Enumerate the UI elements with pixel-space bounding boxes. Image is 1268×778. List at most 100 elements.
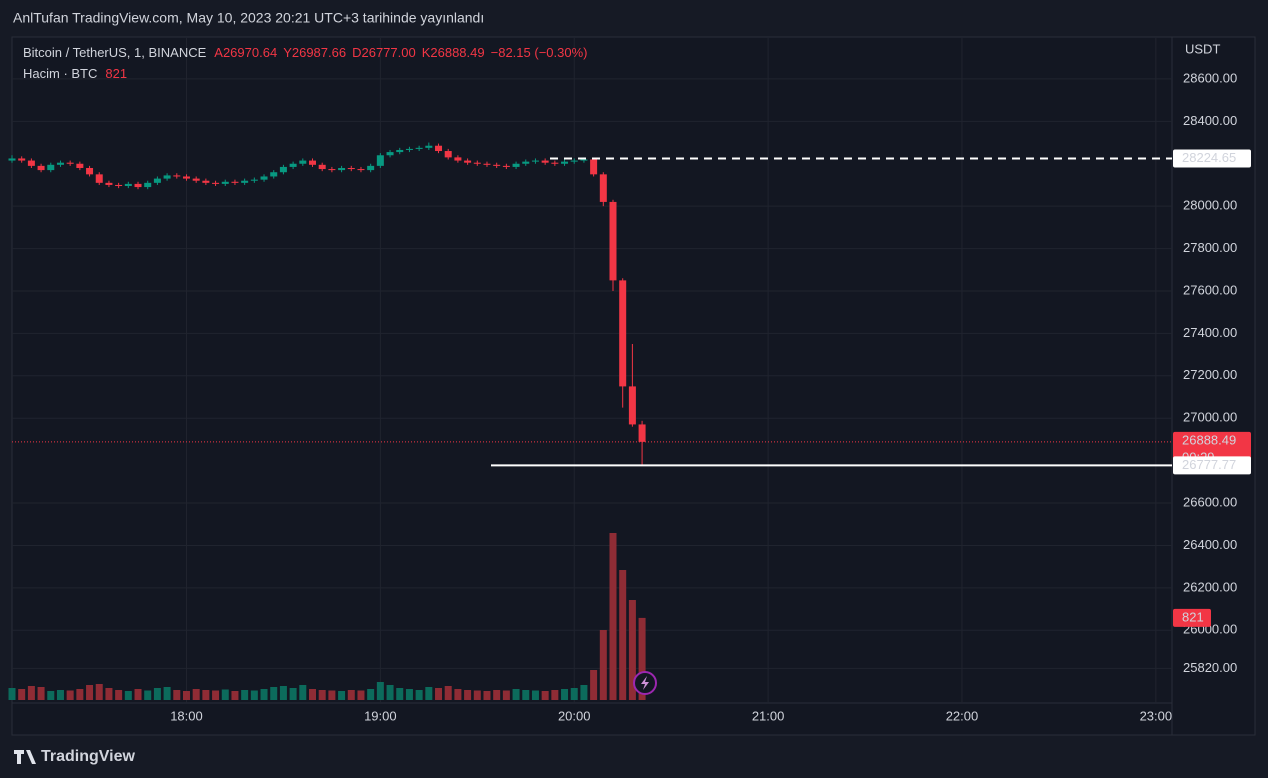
volume-bar xyxy=(173,690,181,700)
volume-bar xyxy=(289,688,297,700)
candle-body xyxy=(250,179,258,181)
volume-bar xyxy=(512,689,520,700)
candle-body xyxy=(551,162,559,164)
x-tick-label: 21:00 xyxy=(752,708,785,723)
volume-bar xyxy=(570,688,578,700)
candle-body xyxy=(260,176,268,180)
volume-bar xyxy=(619,570,627,700)
lightning xyxy=(641,676,649,690)
price-label: 26777.77 xyxy=(1182,457,1236,472)
volume-bar xyxy=(502,690,510,700)
y-tick-label: 28000.00 xyxy=(1183,198,1237,213)
candle-body xyxy=(182,176,190,179)
volume-bar xyxy=(561,689,569,700)
legend-open: A26970.64 xyxy=(214,45,277,60)
volume-bar xyxy=(357,690,365,700)
candle-body xyxy=(405,148,413,150)
candle-body xyxy=(95,174,103,183)
volume-bar xyxy=(86,685,94,700)
candle-body xyxy=(483,163,491,165)
volume-label: 821 xyxy=(1182,609,1204,624)
volume-bar xyxy=(76,689,84,700)
volume-bar xyxy=(444,686,452,700)
volume-bar xyxy=(153,688,161,700)
price-label: 28224.65 xyxy=(1182,150,1236,165)
volume-bar xyxy=(115,690,123,700)
brand: TradingView xyxy=(41,748,136,765)
candle-body xyxy=(522,161,530,164)
y-tick-label: 26200.00 xyxy=(1183,579,1237,594)
candle-body xyxy=(27,160,35,166)
candle-body xyxy=(561,161,569,164)
candle-body xyxy=(124,183,132,187)
volume-title: Hacim · BTC xyxy=(23,66,97,81)
candle-body xyxy=(8,158,16,161)
legend: Bitcoin / TetherUS, 1, BINANCE A26970.64 Y… xyxy=(23,45,587,60)
volume-bar xyxy=(425,687,433,700)
x-tick-label: 18:00 xyxy=(170,708,203,723)
volume-bar xyxy=(134,689,142,700)
candle-body xyxy=(464,160,472,163)
volume-bar xyxy=(279,686,287,700)
candle-body xyxy=(105,182,113,185)
volume-bar xyxy=(464,690,472,700)
candle-body xyxy=(347,167,355,170)
volume-bar xyxy=(163,687,171,700)
candle-body xyxy=(299,160,307,164)
candle-body xyxy=(628,386,636,425)
volume-bar xyxy=(638,617,646,700)
volume-value: 821 xyxy=(105,66,127,81)
volume-bar xyxy=(599,630,607,700)
x-tick-label: 23:00 xyxy=(1140,708,1173,723)
candle-body xyxy=(396,149,404,153)
candle-body xyxy=(309,160,317,165)
y-tick-label: 28400.00 xyxy=(1183,113,1237,128)
candle-body xyxy=(638,424,646,442)
candle-body xyxy=(153,178,161,183)
candle-body xyxy=(173,175,181,177)
candle-body xyxy=(192,178,200,181)
price-label-box xyxy=(1173,456,1251,475)
candle-body xyxy=(502,165,510,167)
candle-body xyxy=(163,175,171,179)
volume-bar xyxy=(531,690,539,700)
candle-body xyxy=(56,162,64,165)
candle-body xyxy=(473,162,481,164)
volume-bar xyxy=(386,685,394,700)
currency: USDT xyxy=(1185,41,1220,56)
y-tick-label: 27200.00 xyxy=(1183,367,1237,382)
volume-bar xyxy=(328,690,336,700)
y-tick-label: 28600.00 xyxy=(1183,70,1237,85)
candle-body xyxy=(386,152,394,156)
candle-body xyxy=(599,174,607,202)
y-tick-label: 27800.00 xyxy=(1183,240,1237,255)
volume-bar xyxy=(541,691,549,700)
volume-bar xyxy=(231,691,239,700)
volume-bar xyxy=(454,689,462,700)
candle-body xyxy=(338,167,346,171)
legend-close: K26888.49 xyxy=(422,45,485,60)
volume-bar xyxy=(309,689,317,700)
volume-bar xyxy=(580,685,588,700)
y-tick-label: 25820.00 xyxy=(1183,660,1237,675)
volume-bar xyxy=(192,689,200,700)
candle-body xyxy=(367,165,375,171)
legend-low: D26777.00 xyxy=(352,45,416,60)
volume-bar xyxy=(551,690,559,700)
plot xyxy=(8,142,1172,700)
volume-bar xyxy=(590,670,598,700)
x-tick-label: 20:00 xyxy=(558,708,591,723)
volume-bar xyxy=(415,690,423,700)
candle-body xyxy=(66,162,74,164)
price-label-box xyxy=(1173,149,1251,168)
candle-body xyxy=(37,165,45,171)
symbol: Bitcoin / TetherUS, 1, BINANCE xyxy=(23,45,207,60)
candle-body xyxy=(619,280,627,387)
candle-body xyxy=(134,183,142,188)
candle-body xyxy=(435,145,443,152)
volume-bar xyxy=(396,688,404,700)
price-label: 26888.49 xyxy=(1182,432,1236,447)
candle-body xyxy=(76,163,84,168)
volume-bar xyxy=(241,690,249,700)
volume-bar xyxy=(609,533,617,700)
